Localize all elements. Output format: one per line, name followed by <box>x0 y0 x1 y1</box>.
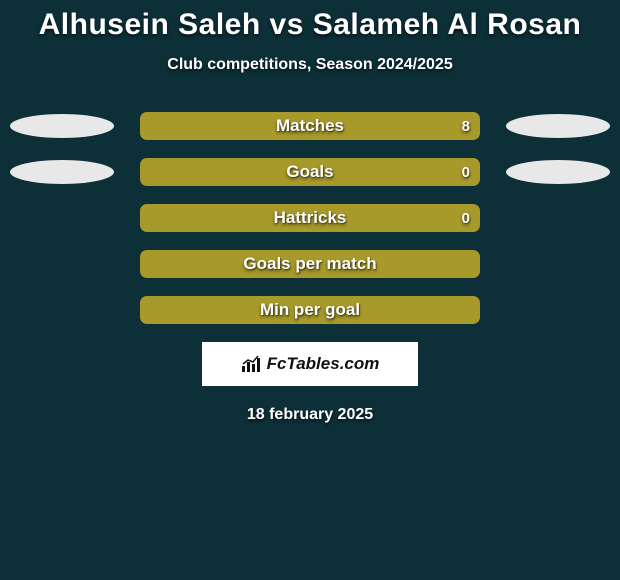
stat-label: Goals <box>140 162 480 182</box>
left-value-ellipse <box>10 114 114 138</box>
stat-label: Matches <box>140 116 480 136</box>
stat-row-goals: Goals 0 <box>0 158 620 186</box>
stat-row-min-per-goal: Min per goal <box>0 296 620 324</box>
right-value-ellipse <box>506 114 610 138</box>
stat-label: Hattricks <box>140 208 480 228</box>
branding-logo: FcTables.com <box>202 342 418 386</box>
stat-bar: Hattricks 0 <box>140 204 480 232</box>
stats-section: Matches 8 Goals 0 Hattricks 0 <box>0 112 620 324</box>
page-title: Alhusein Saleh vs Salameh Al Rosan <box>0 8 620 42</box>
stat-bar: Matches 8 <box>140 112 480 140</box>
bar-chart-icon <box>241 355 263 373</box>
left-value-ellipse <box>10 298 114 322</box>
right-value-ellipse <box>506 252 610 276</box>
stat-bar: Goals per match <box>140 250 480 278</box>
stat-row-goals-per-match: Goals per match <box>0 250 620 278</box>
page-subtitle: Club competitions, Season 2024/2025 <box>0 56 620 74</box>
stat-value-right: 0 <box>462 210 470 227</box>
right-value-ellipse <box>506 160 610 184</box>
stat-row-hattricks: Hattricks 0 <box>0 204 620 232</box>
comparison-card: Alhusein Saleh vs Salameh Al Rosan Club … <box>0 0 620 424</box>
right-value-ellipse <box>506 206 610 230</box>
left-value-ellipse <box>10 160 114 184</box>
stat-bar: Goals 0 <box>140 158 480 186</box>
left-value-ellipse <box>10 252 114 276</box>
left-value-ellipse <box>10 206 114 230</box>
stat-value-right: 0 <box>462 164 470 181</box>
stat-value-right: 8 <box>462 118 470 135</box>
stat-label: Goals per match <box>140 254 480 274</box>
stat-row-matches: Matches 8 <box>0 112 620 140</box>
stat-label: Min per goal <box>140 300 480 320</box>
right-value-ellipse <box>506 298 610 322</box>
footer-date: 18 february 2025 <box>0 406 620 424</box>
logo-text: FcTables.com <box>267 354 380 374</box>
stat-bar: Min per goal <box>140 296 480 324</box>
